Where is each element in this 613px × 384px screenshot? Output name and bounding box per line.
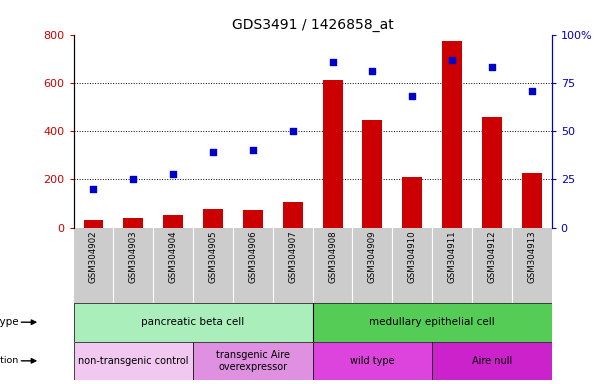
Text: medullary epithelial cell: medullary epithelial cell (369, 317, 495, 327)
Text: GSM304909: GSM304909 (368, 230, 377, 283)
Bar (123, 218, 143, 228)
Text: cell type: cell type (0, 317, 18, 327)
Point (447, 56, 457, 63)
Bar (193, 341, 313, 380)
Text: pancreatic beta cell: pancreatic beta cell (142, 317, 245, 327)
Text: GSM304903: GSM304903 (129, 230, 138, 283)
Bar (522, 174, 542, 228)
Bar (313, 303, 552, 341)
Bar (243, 210, 263, 228)
Bar (203, 209, 223, 228)
Point (407, 93, 417, 99)
Bar (313, 341, 432, 380)
Text: GSM304911: GSM304911 (447, 230, 457, 283)
Bar (83, 220, 104, 228)
Text: GSM304907: GSM304907 (288, 230, 297, 283)
Text: genotype/variation: genotype/variation (0, 356, 18, 365)
Point (168, 170, 178, 177)
Bar (482, 117, 502, 228)
Point (328, 58, 338, 65)
Point (487, 65, 497, 71)
Text: wild type: wild type (350, 356, 395, 366)
Point (368, 68, 378, 74)
Point (527, 88, 537, 94)
Bar (74, 303, 313, 341)
Bar (402, 177, 422, 228)
Bar (322, 80, 343, 228)
Point (248, 147, 258, 154)
Bar (74, 341, 193, 380)
Title: GDS3491 / 1426858_at: GDS3491 / 1426858_at (232, 18, 394, 32)
Point (288, 128, 298, 134)
Bar (163, 215, 183, 228)
Text: GSM304908: GSM304908 (328, 230, 337, 283)
Bar (442, 41, 462, 228)
Bar (432, 341, 552, 380)
Text: GSM304912: GSM304912 (487, 230, 497, 283)
Text: GSM304905: GSM304905 (208, 230, 218, 283)
Bar (362, 119, 383, 228)
Text: GSM304910: GSM304910 (408, 230, 417, 283)
Text: non-transgenic control: non-transgenic control (78, 356, 189, 366)
Text: GSM304904: GSM304904 (169, 230, 178, 283)
Point (88, 186, 98, 192)
Text: Aire null: Aire null (472, 356, 512, 366)
Bar (283, 202, 303, 228)
Point (129, 176, 139, 182)
Text: GSM304913: GSM304913 (527, 230, 536, 283)
Text: GSM304902: GSM304902 (89, 230, 98, 283)
Text: GSM304906: GSM304906 (248, 230, 257, 283)
Point (208, 149, 218, 156)
Text: transgenic Aire
overexpressor: transgenic Aire overexpressor (216, 350, 290, 372)
